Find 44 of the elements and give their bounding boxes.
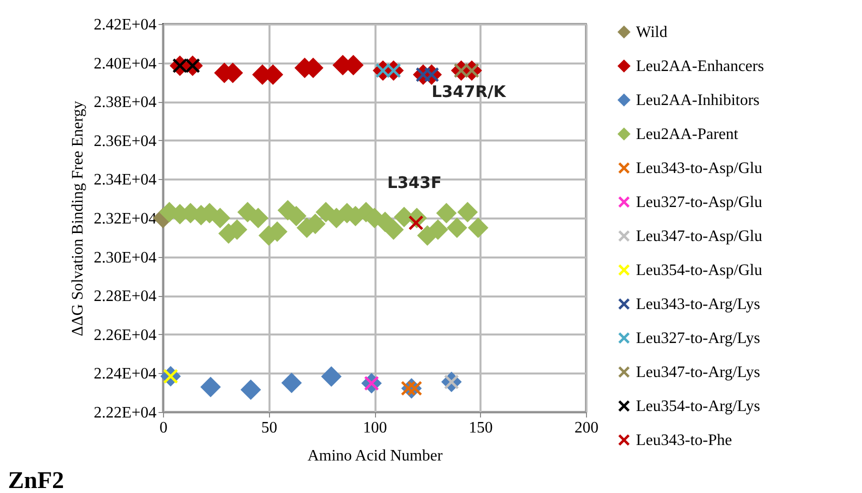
- point: [281, 372, 302, 394]
- x-tick-label: 200: [574, 420, 598, 436]
- annotation: L343F: [387, 173, 442, 192]
- point: [457, 202, 478, 222]
- text: ZnF2: [8, 468, 64, 493]
- point: [321, 366, 342, 387]
- x-tick-label: 100: [363, 420, 387, 436]
- y-tick-label: 2.42E+04: [94, 16, 156, 34]
- y-axis-title: ΔΔG Solvation Binding Free Energy: [70, 100, 87, 336]
- legend-label: Leu343-to-Asp/Glu: [636, 160, 762, 177]
- point: [468, 217, 488, 238]
- y-tick-label: 2.22E+04: [94, 404, 156, 422]
- legend-label: Leu2AA-Inhibitors: [636, 92, 760, 109]
- legend-label: Leu2AA-Parent: [636, 126, 739, 143]
- point: [200, 376, 221, 398]
- legend-label: Leu343-to-Phe: [636, 432, 732, 449]
- annotation: L347R/K: [432, 82, 506, 101]
- y-tick-label: 2.30E+04: [94, 249, 156, 266]
- y-tick-label: 2.38E+04: [94, 94, 156, 112]
- legend-label: Wild: [636, 24, 668, 41]
- legend-label: Leu343-to-Arg/Lys: [636, 296, 760, 313]
- y-tick-label: 2.40E+04: [94, 55, 156, 72]
- legend-label: Leu347-to-Arg/Lys: [636, 364, 760, 381]
- x-tick-label: 0: [160, 420, 168, 436]
- y-tick-label: 2.36E+04: [94, 132, 156, 150]
- point: [240, 379, 262, 400]
- legend-label: Leu327-to-Asp/Glu: [636, 194, 762, 211]
- legend-label: Leu2AA-Enhancers: [636, 58, 764, 75]
- x-axis-title: Amino Acid Number: [307, 448, 444, 464]
- y-tick-label: 2.32E+04: [94, 210, 156, 228]
- y-tick-label: 2.34E+04: [94, 172, 156, 189]
- point: [428, 219, 448, 240]
- legend-label: Leu354-to-Arg/Lys: [636, 398, 760, 415]
- x-tick-label: 50: [261, 420, 278, 436]
- y-tick-label: 2.26E+04: [94, 326, 156, 344]
- legend-label: Leu347-to-Asp/Glu: [636, 228, 762, 245]
- legend-label: Leu327-to-Arg/Lys: [636, 330, 760, 347]
- point: [436, 202, 457, 224]
- legend-label: Leu354-to-Asp/Glu: [636, 262, 762, 279]
- point: [383, 219, 404, 240]
- point: [446, 217, 468, 238]
- y-tick-label: 2.28E+04: [94, 288, 156, 306]
- x-tick-label: 150: [468, 420, 493, 436]
- y-tick-label: 2.24E+04: [94, 366, 156, 383]
